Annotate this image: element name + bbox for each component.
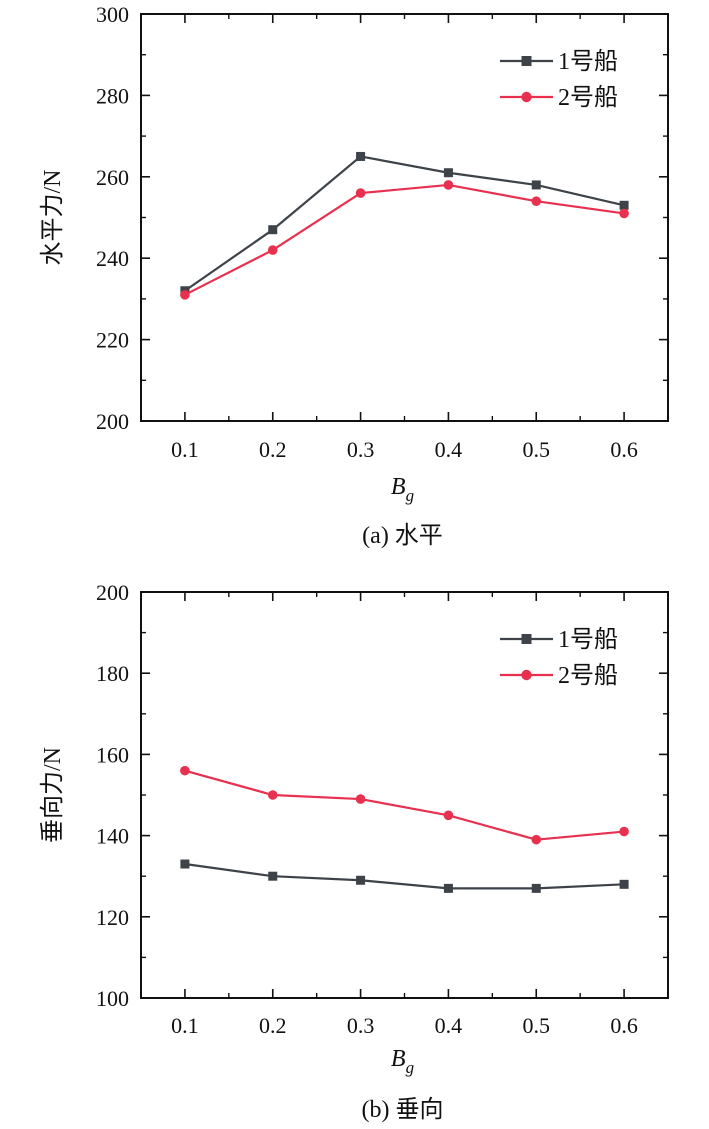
data-point-circle (619, 208, 629, 219)
x-tick-label: 0.1 (171, 1013, 199, 1038)
data-point-circle (619, 826, 629, 837)
data-point-square (268, 871, 278, 881)
data-point-square (356, 875, 366, 885)
x-tick-label: 0.2 (259, 1013, 287, 1038)
data-point-square (443, 168, 453, 178)
series-line-1 (184, 862, 625, 890)
x-axis-title: Bg (391, 474, 414, 505)
y-tick-label: 140 (96, 824, 129, 849)
x-tick-label: 0.2 (259, 437, 287, 462)
legend-label: 2号船 (558, 84, 618, 111)
x-tick-label: 0.6 (610, 1013, 638, 1038)
data-point-circle (267, 245, 278, 255)
x-tick-label: 0.3 (347, 437, 375, 462)
legend-marker-circle (521, 91, 532, 103)
legend-label: 1号船 (558, 48, 618, 75)
y-tick-label: 180 (96, 661, 129, 686)
x-tick-label: 0.3 (347, 1013, 375, 1038)
x-tick-label: 0.4 (435, 437, 463, 462)
x-axis-title: Bg (391, 1046, 414, 1077)
data-point-square (619, 879, 629, 889)
x-tick-label: 0.5 (523, 437, 551, 462)
figure-caption: (a) 水平 (362, 522, 443, 549)
data-point-square (619, 200, 629, 210)
data-point-circle (443, 810, 454, 821)
data-point-square (180, 859, 190, 869)
series-line-2 (184, 183, 625, 296)
y-tick-label: 260 (96, 165, 129, 190)
y-tick-label: 100 (96, 986, 129, 1011)
data-point-square (531, 883, 541, 893)
data-point-circle (180, 765, 190, 776)
x-tick-label: 0.4 (435, 1013, 463, 1038)
x-axis-title-main: B (391, 474, 406, 500)
data-point-circle (267, 790, 278, 800)
legend-marker-circle (521, 669, 532, 681)
chart-panel-1: 200 220 240 260 280 300 0.1 0.2 0.3 0.4 0.5 0.6 Bg 水平… (39, 2, 669, 549)
y-axis-title: 水平力/N (39, 170, 66, 266)
legend-label: 1号船 (558, 626, 618, 653)
x-tick-label: 0.1 (171, 437, 199, 462)
legend-marker-square (521, 634, 532, 644)
x-tick-label: 0.5 (523, 1013, 551, 1038)
data-point-circle (443, 180, 454, 190)
x-axis-title-sub: g (406, 486, 415, 505)
figure-caption: (b) 垂向 (362, 1096, 444, 1123)
plot-frame (140, 13, 669, 422)
y-tick-label: 120 (96, 905, 129, 930)
y-tick-label: 240 (96, 246, 129, 271)
y-tick-label: 300 (96, 2, 129, 27)
chart-panel-2: 100 120 140 160 180 200 0.1 0.2 0.3 0.4 0.5 0.6 Bg 垂向… (39, 580, 669, 1123)
data-point-circle (531, 834, 542, 845)
y-tick-label: 200 (96, 580, 129, 605)
x-axis-title-main: B (391, 1046, 406, 1072)
y-tick-label: 220 (96, 328, 129, 353)
data-point-circle (355, 794, 366, 804)
y-tick-label: 160 (96, 742, 129, 767)
y-axis-title: 垂向力/N (39, 747, 66, 843)
data-point-circle (531, 196, 542, 207)
series-line-2 (184, 769, 625, 841)
data-point-square (268, 225, 278, 235)
data-point-circle (355, 188, 366, 198)
legend-label: 2号船 (558, 662, 618, 689)
x-tick-label: 0.6 (610, 437, 638, 462)
y-tick-label: 280 (96, 83, 129, 108)
y-tick-label: 200 (96, 409, 129, 434)
series-line-1 (184, 155, 625, 292)
data-point-square (531, 180, 541, 190)
legend-marker-square (521, 56, 532, 66)
x-axis-title-sub: g (406, 1058, 415, 1077)
data-point-circle (180, 290, 190, 300)
data-point-square (356, 151, 366, 161)
data-point-square (443, 883, 453, 893)
